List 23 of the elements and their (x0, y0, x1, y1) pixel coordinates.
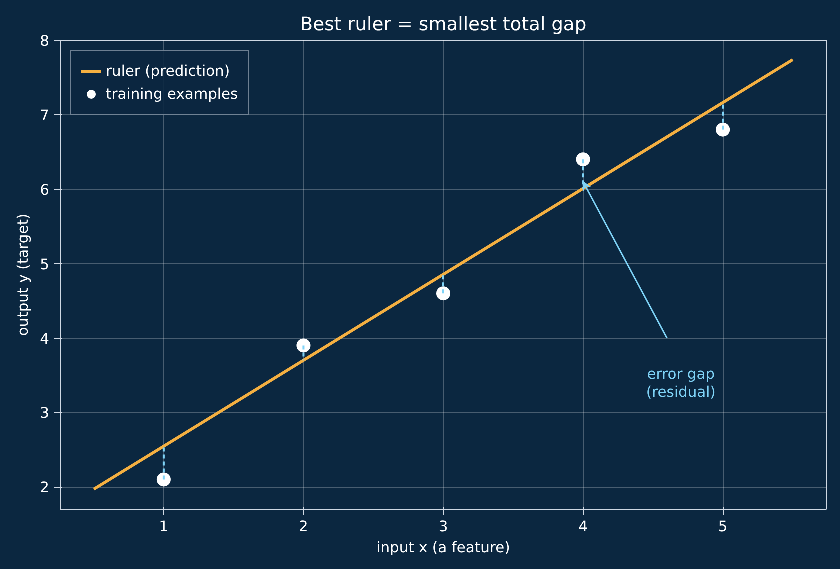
x-tick-label: 1 (159, 518, 169, 536)
x-axis-title: input x (a feature) (376, 540, 510, 556)
point (156, 472, 171, 487)
y-tick-label: 2 (40, 480, 50, 497)
y-tick-label: 4 (40, 330, 50, 348)
y-tick-label: 8 (40, 33, 50, 50)
x-tick-label: 5 (718, 518, 728, 536)
legend-label: ruler (prediction) (106, 62, 230, 80)
annotation: error gap (residual) (646, 366, 716, 401)
y-axis-title: output y (target) (15, 214, 32, 336)
x-tick-label: 3 (438, 518, 448, 536)
point (436, 286, 450, 301)
legend-label: training examples (106, 86, 238, 102)
y-tick-label: 7 (40, 107, 50, 124)
point (296, 338, 311, 353)
y-tick-label: 3 (40, 405, 50, 422)
y-tick-label: 5 (40, 256, 50, 274)
x-tick-label: 4 (578, 518, 588, 536)
chart-title: Best ruler = smallest total gap (300, 14, 587, 36)
x-tick-label: 2 (299, 518, 308, 536)
y-tick-label: 6 (40, 182, 50, 199)
point (716, 122, 730, 137)
point (576, 152, 590, 167)
